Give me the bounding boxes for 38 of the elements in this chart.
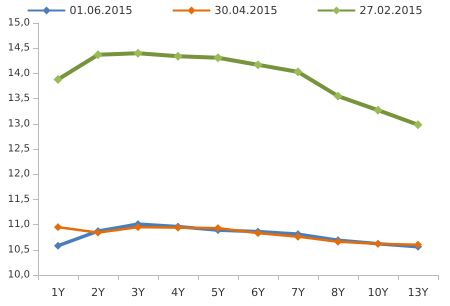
x-tick-label: 6Y [251, 286, 266, 299]
x-tick-label: 8Y [331, 286, 346, 299]
x-tick-label: 5Y [211, 286, 226, 299]
y-tick-label: 13,5 [8, 93, 30, 104]
x-tick-label: 4Y [171, 286, 186, 299]
y-tick-label: 12,5 [8, 144, 30, 154]
point [214, 53, 222, 62]
y-tick-label: 11,5 [8, 194, 30, 205]
point [334, 92, 342, 101]
y-tick-label: 14,5 [8, 42, 30, 54]
point [294, 232, 302, 241]
point [134, 48, 142, 58]
point [54, 74, 62, 84]
point [254, 60, 262, 70]
x-tick-label: 7Y [291, 286, 306, 299]
point [374, 106, 382, 115]
y-tick-label: 15,0 [8, 18, 30, 28]
x-tick-label: 1Y [51, 286, 66, 299]
point [54, 242, 62, 250]
x-tick-label: 3Y [131, 286, 146, 299]
point [414, 120, 422, 130]
point [54, 223, 62, 232]
x-tick-label: 13Y [408, 286, 429, 299]
y-tick-label: 14,0 [8, 68, 30, 79]
point [174, 52, 182, 61]
y-tick-label: 10,5 [8, 244, 30, 256]
point [134, 223, 142, 232]
legend-label: 30.04.2015 [214, 4, 278, 17]
y-tick-label: 12,0 [8, 168, 30, 180]
x-tick-label: 2Y [91, 286, 106, 299]
x-tick-label: 10Y [368, 286, 389, 299]
legend-label: 27.02.2015 [359, 4, 422, 17]
y-tick-label: 13,0 [8, 118, 30, 130]
legend-label: 01.06.2015 [70, 4, 133, 17]
point [294, 67, 302, 76]
y-tick-label: 10,0 [8, 270, 30, 280]
y-tick-label: 11,0 [8, 219, 30, 230]
point [94, 50, 102, 60]
